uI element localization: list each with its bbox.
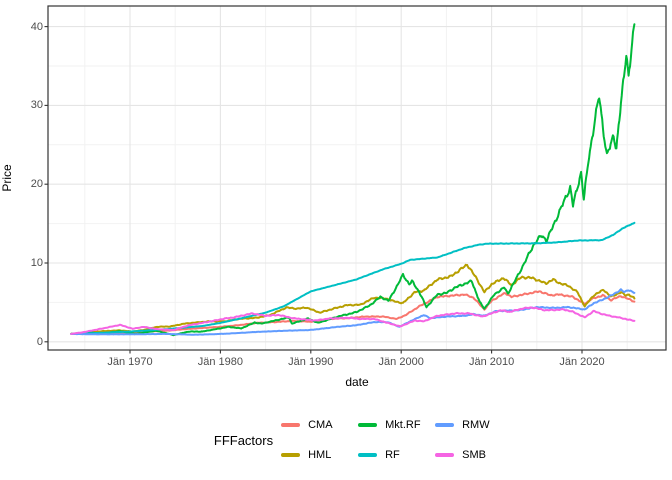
legend-label: RF — [385, 449, 400, 461]
legend-swatch-HML — [281, 453, 301, 457]
legend-swatch-Mkt.RF — [358, 423, 378, 427]
legend-entry-HML: HML — [281, 447, 346, 463]
series-line-RMW — [70, 288, 636, 336]
legend-swatch-SMB — [435, 453, 455, 457]
x-tick-label: Jän 1980 — [197, 356, 244, 368]
x-axis-title: date — [345, 375, 369, 389]
x-tick-label: Jän 1970 — [107, 356, 153, 368]
y-tick-label: 20 — [30, 178, 43, 191]
legend-entry-Mkt.RF: Mkt.RF — [358, 417, 423, 433]
legend-entry-RF: RF — [358, 447, 423, 463]
legend-entries: CMA HML Mkt.RF RF RMW SMB — [281, 417, 500, 463]
plot-panel — [48, 6, 666, 350]
legend-label: CMA — [308, 419, 333, 431]
legend-label: Mkt.RF — [385, 419, 421, 431]
legend-title: FFFactors — [213, 432, 274, 448]
x-tick-label: Jän 1990 — [288, 356, 334, 368]
legend-swatch-CMA — [281, 423, 301, 427]
y-tick-label: 10 — [30, 257, 43, 269]
y-tick-label: 30 — [30, 99, 43, 112]
panel-border — [47, 5, 667, 351]
y-tick-label: 40 — [30, 20, 43, 33]
legend-entry-SMB: SMB — [435, 447, 500, 463]
legend-label: HML — [308, 449, 332, 461]
y-tick-label: 0 — [36, 335, 43, 348]
x-tick-label: Jän 2020 — [559, 356, 605, 368]
legend-entry-CMA: CMA — [281, 417, 346, 433]
legend-entry-RMW: RMW — [435, 417, 500, 433]
series-line-HML — [70, 263, 636, 335]
legend-label: SMB — [462, 449, 486, 461]
series-line-SMB — [70, 306, 636, 335]
legend: FFFactors CMA HML Mkt.RF RF RMW SMB — [48, 414, 666, 466]
legend-swatch-RMW — [435, 423, 455, 427]
legend-label: RMW — [462, 419, 490, 431]
legend-swatch-RF — [358, 453, 378, 457]
x-tick-label: Jän 2010 — [468, 356, 515, 368]
x-tick-label: Jän 2000 — [378, 356, 424, 368]
